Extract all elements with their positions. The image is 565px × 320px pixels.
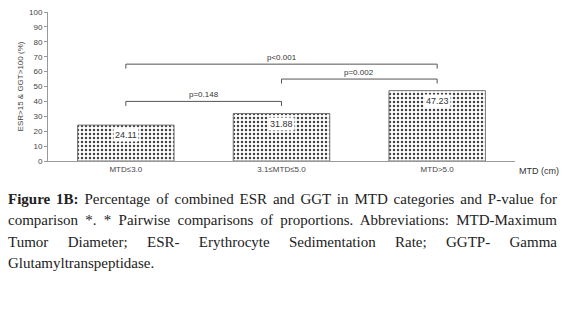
svg-text:30: 30 xyxy=(33,112,42,121)
svg-text:10: 10 xyxy=(33,142,42,151)
svg-text:0: 0 xyxy=(38,157,43,166)
svg-text:20: 20 xyxy=(33,127,42,136)
svg-text:50: 50 xyxy=(33,82,42,91)
svg-text:MTD≤3.0: MTD≤3.0 xyxy=(109,165,142,174)
svg-text:40: 40 xyxy=(33,97,42,106)
svg-text:p<0.001: p<0.001 xyxy=(267,53,297,62)
svg-text:31.88: 31.88 xyxy=(270,119,293,129)
svg-text:3.1≤MTD≤5.0: 3.1≤MTD≤5.0 xyxy=(257,165,306,174)
svg-text:70: 70 xyxy=(33,53,42,62)
svg-text:p=0.148: p=0.148 xyxy=(189,90,219,99)
svg-text:24.11: 24.11 xyxy=(115,130,137,140)
svg-text:80: 80 xyxy=(33,38,42,47)
svg-text:47.23: 47.23 xyxy=(426,96,449,106)
svg-text:MTD>5.0: MTD>5.0 xyxy=(421,165,455,174)
svg-text:100: 100 xyxy=(29,8,43,17)
html-text:Figure 1B: Percentage of combi: Figure 1B: Percentage of combined ESR an… xyxy=(8,191,557,271)
svg-text:MTD (cm): MTD (cm) xyxy=(519,166,559,176)
svg-text:90: 90 xyxy=(33,23,42,32)
svg-text:p=0.002: p=0.002 xyxy=(344,68,374,77)
svg-text:ESR>15 & GGT>100 (%): ESR>15 & GGT>100 (%) xyxy=(16,41,25,131)
svg-text:60: 60 xyxy=(33,67,42,76)
